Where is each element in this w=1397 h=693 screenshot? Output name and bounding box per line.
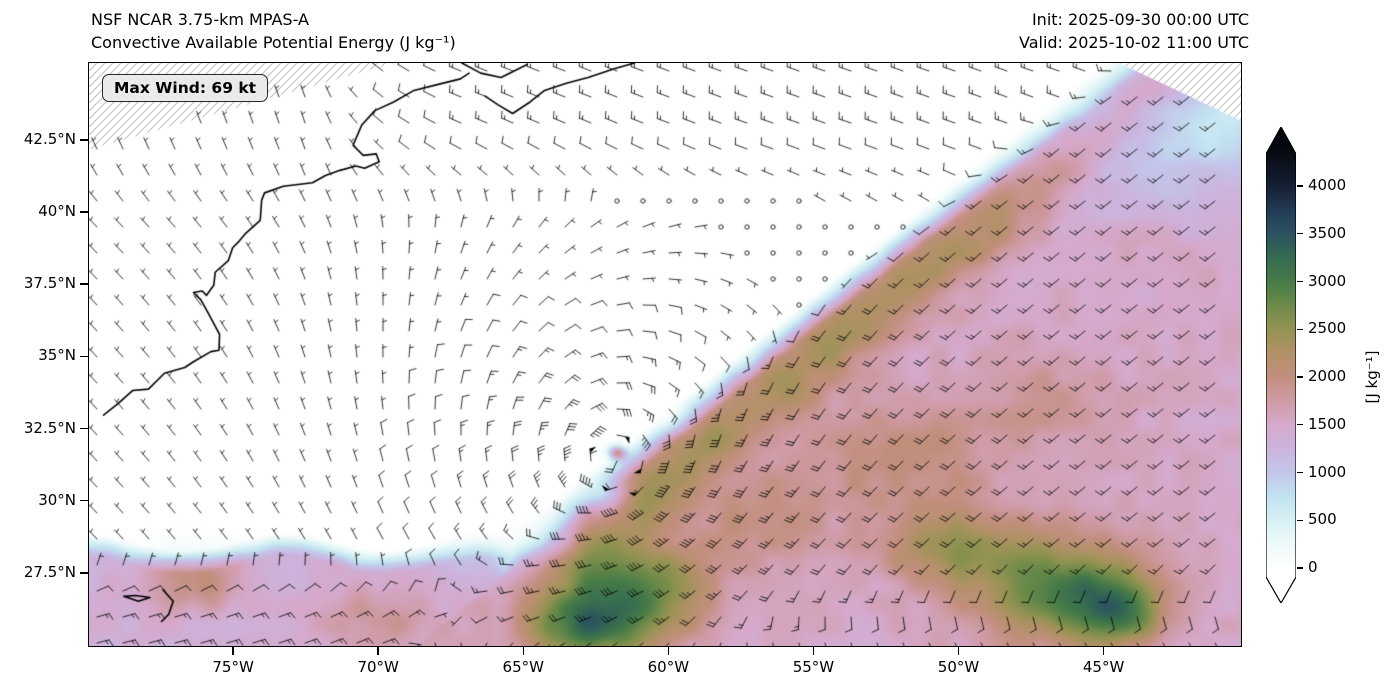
map-plot: Max Wind: 69 kt [88, 62, 1242, 647]
lat-tick-mark [80, 355, 88, 358]
colorbar-tick-mark [1297, 567, 1303, 569]
lon-tick-mark [957, 647, 960, 655]
lat-tick-label: 40°N [38, 202, 76, 221]
colorbar-tick-mark [1297, 280, 1303, 283]
lat-tick-label: 32.5°N [23, 418, 76, 437]
colorbar-tick-label: 3500 [1308, 223, 1347, 242]
colorbar-tick-mark [1297, 376, 1303, 378]
lat-tick-label: 27.5°N [23, 562, 76, 581]
lat-tick-label: 42.5°N [23, 129, 76, 148]
cape-map-canvas [89, 63, 1241, 646]
run-info: Init: 2025-09-30 00:00 UTC Valid: 2025-1… [1019, 8, 1249, 54]
plot-title: NSF NCAR 3.75-km MPAS-A Convective Avail… [91, 8, 456, 54]
colorbar-tick-mark [1297, 519, 1303, 521]
colorbar-tick-mark [1297, 185, 1303, 187]
colorbar-tick-mark [1297, 471, 1303, 474]
lat-tick-mark [80, 427, 88, 430]
colorbar-tick-label: 0 [1308, 558, 1318, 576]
lon-tick-label: 65°W [502, 658, 544, 676]
lat-tick-label: 30°N [38, 490, 76, 509]
lon-tick-label: 55°W [792, 658, 835, 676]
colorbar-tick-label: 2000 [1308, 367, 1347, 385]
lon-tick-mark [377, 647, 379, 655]
lat-tick-label: 35°N [38, 346, 76, 365]
lon-tick-label: 60°W [647, 658, 690, 676]
valid-time: Valid: 2025-10-02 11:00 UTC [1018, 33, 1249, 52]
colorbar-tick-label: 1500 [1308, 414, 1347, 433]
lat-tick-mark [80, 283, 88, 285]
lat-tick-mark [80, 211, 88, 213]
lon-tick-mark [667, 647, 670, 655]
lat-tick-mark [80, 499, 88, 502]
colorbar-tick-mark [1297, 424, 1303, 426]
colorbar-tick-label: 500 [1308, 510, 1337, 529]
lat-tick-mark [80, 572, 88, 574]
colorbar-bar [1266, 127, 1296, 603]
max-wind-badge: Max Wind: 69 kt [102, 74, 269, 102]
lon-tick-label: 70°W [357, 658, 399, 676]
colorbar-tick-mark [1297, 233, 1303, 235]
lon-tick-label: 45°W [1082, 658, 1125, 676]
lon-tick-mark [232, 647, 234, 655]
colorbar-tick-label: 2500 [1308, 319, 1347, 338]
colorbar [1266, 127, 1296, 603]
init-time: Init: 2025-09-30 00:00 UTC [1031, 10, 1249, 29]
colorbar-tick-label: 3000 [1308, 271, 1347, 290]
lon-tick-label: 75°W [212, 658, 254, 676]
colorbar-tick-label: 1000 [1308, 462, 1347, 481]
model-name: NSF NCAR 3.75-km MPAS-A [91, 10, 309, 29]
lat-tick-label: 37.5°N [23, 274, 76, 293]
colorbar-tick-label: 4000 [1308, 176, 1347, 194]
variable-name: Convective Available Potential Energy (J… [91, 33, 456, 52]
colorbar-unit-label: [J kg⁻¹] [1363, 350, 1381, 404]
lat-tick-mark [80, 139, 88, 141]
lon-tick-mark [522, 647, 524, 655]
lon-tick-label: 50°W [937, 658, 980, 676]
lon-tick-mark [812, 647, 815, 655]
lon-tick-mark [1102, 647, 1105, 655]
colorbar-tick-mark [1297, 328, 1303, 330]
